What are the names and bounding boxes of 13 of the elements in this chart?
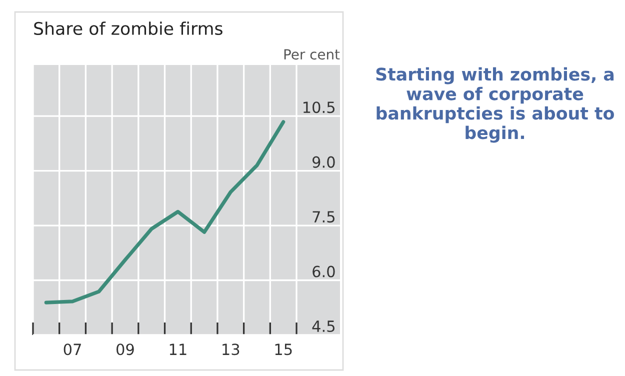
text: Starting with zombies, a wave of corporate bankruptcies is about to begin. (376, 67, 614, 143)
x-tick-label: 15 (275, 344, 292, 356)
y-tick-label: 6.0 (312, 266, 335, 278)
chart-title: Share of zombie firms (34, 22, 222, 36)
y-tick-label: 10.5 (303, 102, 334, 114)
x-tick-label: 09 (116, 344, 134, 356)
y-tick-label: 7.5 (312, 211, 334, 223)
x-tick-label: 11 (170, 344, 186, 355)
y-tick-label: 4.5 (312, 320, 334, 332)
y-tick-label: 9.0 (312, 156, 335, 168)
x-tick-label: 07 (64, 344, 81, 356)
y-axis-title: Per cent (284, 49, 340, 60)
x-tick-label: 13 (222, 344, 240, 356)
